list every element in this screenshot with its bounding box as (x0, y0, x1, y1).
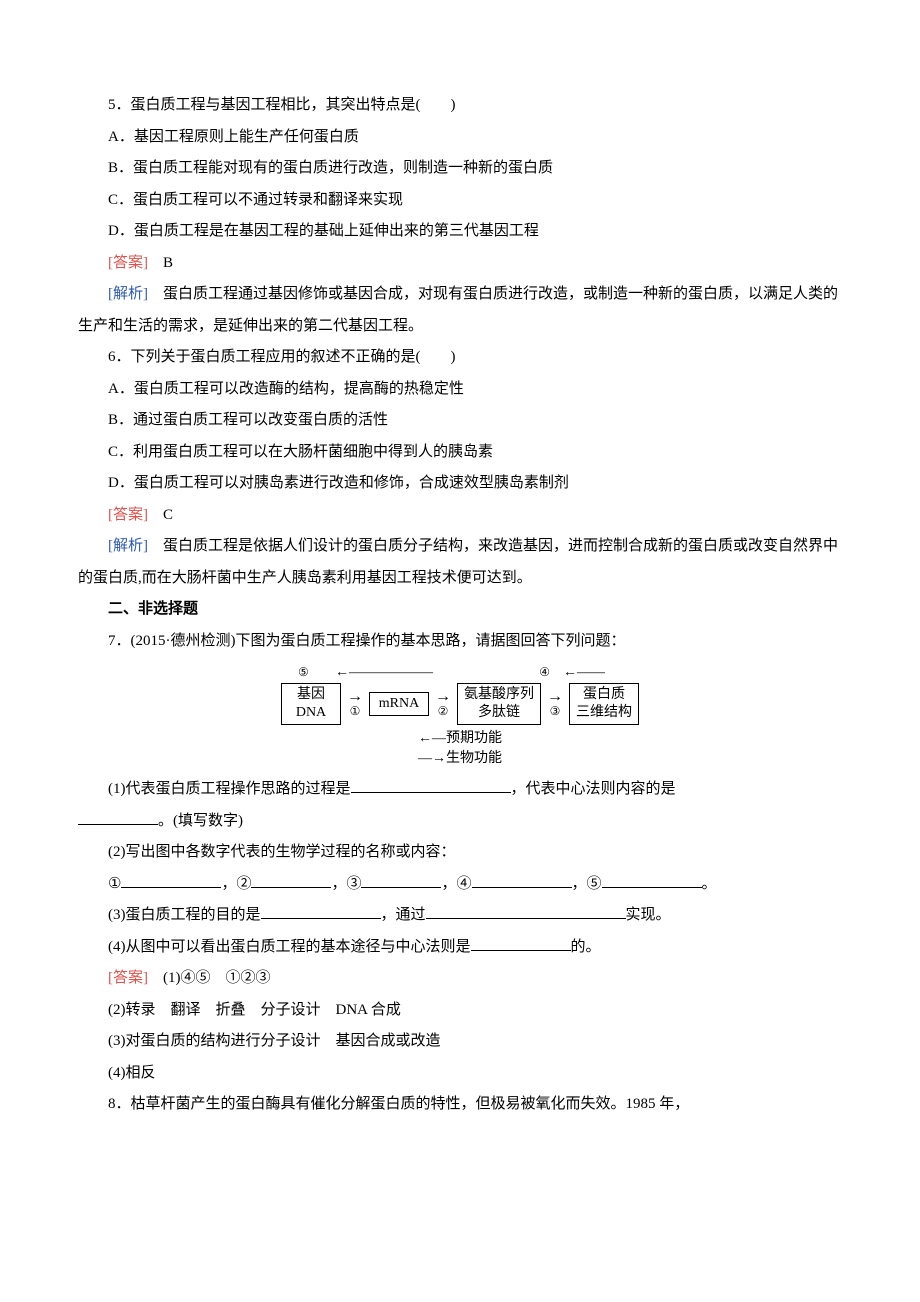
q7-sub2-4: ，④ (441, 876, 471, 892)
q7-stem: 7．(2015·德州检测)下图为蛋白质工程操作的基本思路，请据图回答下列问题： (78, 626, 842, 658)
blank (361, 872, 441, 888)
diagram-box-mrna: mRNA (369, 692, 429, 716)
q7-sub2-3: ，③ (331, 876, 361, 892)
box1-line1: 基因 (288, 686, 334, 704)
diagram-num-1: ① (350, 705, 361, 718)
q7-sub1b: ，代表中心法则内容的是 (511, 781, 676, 797)
q7-sub1: (1)代表蛋白质工程操作思路的过程是 ，代表中心法则内容的是 (78, 774, 842, 806)
q7-sub2-1: ① (108, 876, 121, 892)
q7-sub2-2: ，② (221, 876, 251, 892)
q5-option-d: D．蛋白质工程是在基因工程的基础上延伸出来的第三代基因工程 (78, 216, 842, 248)
blank (472, 872, 572, 888)
q6-option-c: C．利用蛋白质工程可以在大肠杆菌细胞中得到人的胰岛素 (78, 437, 842, 469)
q7-ans1: (1)④⑤ ①②③ (148, 970, 271, 986)
q6-analysis-line: [解析] 蛋白质工程是依据人们设计的蛋白质分子结构，来改造基因，进而控制合成新的… (78, 531, 842, 594)
q5-option-b: B．蛋白质工程能对现有的蛋白质进行改造，则制造一种新的蛋白质 (78, 153, 842, 185)
arrow-right-top: ④ (539, 666, 550, 679)
q7-sub3c: 实现。 (626, 907, 671, 923)
q7-sub2: (2)写出图中各数字代表的生物学过程的名称或内容： (78, 837, 842, 869)
diagram-box-aa: 氨基酸序列 多肽链 (457, 683, 541, 725)
analysis-label: [解析] (108, 538, 148, 554)
q6-stem: 6．下列关于蛋白质工程应用的叙述不正确的是( ) (78, 342, 842, 374)
q7-sub2-end: 。 (702, 876, 717, 892)
blank (261, 903, 381, 919)
q7-sub3b: ，通过 (381, 907, 426, 923)
q7-sub3: (3)蛋白质工程的目的是 ，通过 实现。 (78, 900, 842, 932)
diagram-box-protein: 蛋白质 三维结构 (569, 683, 639, 725)
q7-ans2: (2)转录 翻译 折叠 分子设计 DNA 合成 (78, 995, 842, 1027)
q7-ans3: (3)对蛋白质的结构进行分子设计 基因合成或改造 (78, 1026, 842, 1058)
q6-option-d: D．蛋白质工程可以对胰岛素进行改造和修饰，合成速效型胰岛素制剂 (78, 468, 842, 500)
arrow-right-icon: → (433, 689, 453, 705)
q5-stem: 5．蛋白质工程与基因工程相比，其突出特点是( ) (78, 90, 842, 122)
q7-sub3a: (3)蛋白质工程的目的是 (108, 907, 261, 923)
arrow-group-1: → ① (345, 689, 365, 718)
box3-line1: 蛋白质 (576, 686, 632, 704)
q7-sub1-cont: 。(填写数字) (78, 806, 842, 838)
diagram-box-dna: 基因 DNA (281, 683, 341, 725)
q5-answer: B (148, 255, 173, 271)
arrow-group-2: → ② (433, 689, 453, 718)
legend-expected: ←—预期功能 (418, 729, 502, 749)
q5-option-c: C．蛋白质工程可以不通过转录和翻译来实现 (78, 185, 842, 217)
diagram-top-row: ⑤ ←—————— ④ ←—— (240, 663, 680, 683)
analysis-label: [解析] (108, 286, 148, 302)
q6-answer: C (148, 507, 173, 523)
section-title: 二、非选择题 (78, 594, 842, 626)
answer-label: [答案] (108, 507, 148, 523)
box1-line2: DNA (288, 704, 334, 722)
q7-sub2-blanks: ① ，② ，③ ，④ ，⑤ 。 (78, 869, 842, 901)
diagram-num-5: ⑤ (298, 666, 309, 679)
q7-sub1a: (1)代表蛋白质工程操作思路的过程是 (108, 781, 351, 797)
box2-line1: 氨基酸序列 (464, 686, 534, 704)
blank (602, 872, 702, 888)
blank (471, 935, 571, 951)
q5-answer-line: [答案] B (78, 248, 842, 280)
answer-label: [答案] (108, 255, 148, 271)
diagram-num-4: ④ (539, 666, 550, 679)
q7-answer-line1: [答案] (1)④⑤ ①②③ (78, 963, 842, 995)
blank (78, 809, 158, 825)
q7-sub4b: 的。 (571, 939, 601, 955)
q7-diagram: ⑤ ←—————— ④ ←—— 基因 DNA → ① mRNA → ② 氨基酸序… (240, 663, 680, 768)
diagram-num-3: ③ (550, 705, 561, 718)
box3-line2: 三维结构 (576, 704, 632, 722)
q6-answer-line: [答案] C (78, 500, 842, 532)
blank (251, 872, 331, 888)
diagram-main-row: 基因 DNA → ① mRNA → ② 氨基酸序列 多肽链 → ③ 蛋白质 三维… (240, 683, 680, 725)
answer-label: [答案] (108, 970, 148, 986)
arrow-group-3: → ③ (545, 689, 565, 718)
legend-bio: —→生物功能 (418, 749, 502, 769)
q8-stem: 8．枯草杆菌产生的蛋白酶具有催化分解蛋白质的特性，但极易被氧化而失效。1985 … (78, 1089, 842, 1121)
q5-analysis-line: [解析] 蛋白质工程通过基因修饰或基因合成，对现有蛋白质进行改造，或制造一种新的… (78, 279, 842, 342)
q6-option-b: B．通过蛋白质工程可以改变蛋白质的活性 (78, 405, 842, 437)
q7-sub4a: (4)从图中可以看出蛋白质工程的基本途径与中心法则是 (108, 939, 471, 955)
box2-line2: 多肽链 (464, 704, 534, 722)
q7-sub2-5: ，⑤ (572, 876, 602, 892)
arrow-right-icon: → (345, 689, 365, 705)
blank (351, 777, 511, 793)
arrow-left-top: ⑤ (298, 666, 309, 679)
blank (426, 903, 626, 919)
q6-analysis: 蛋白质工程是依据人们设计的蛋白质分子结构，来改造基因，进而控制合成新的蛋白质或改… (78, 538, 838, 586)
q6-option-a: A．蛋白质工程可以改造酶的结构，提高酶的热稳定性 (78, 374, 842, 406)
q5-analysis: 蛋白质工程通过基因修饰或基因合成，对现有蛋白质进行改造，或制造一种新的蛋白质，以… (78, 286, 838, 334)
diagram-num-2: ② (438, 705, 449, 718)
q7-ans4: (4)相反 (78, 1058, 842, 1090)
arrow-right-icon: → (545, 689, 565, 705)
q5-option-a: A．基因工程原则上能生产任何蛋白质 (78, 122, 842, 154)
blank (121, 872, 221, 888)
diagram-legend: ←—预期功能 —→生物功能 (240, 729, 680, 768)
q7-sub4: (4)从图中可以看出蛋白质工程的基本途径与中心法则是 的。 (78, 932, 842, 964)
q7-sub1c: 。(填写数字) (158, 813, 243, 829)
